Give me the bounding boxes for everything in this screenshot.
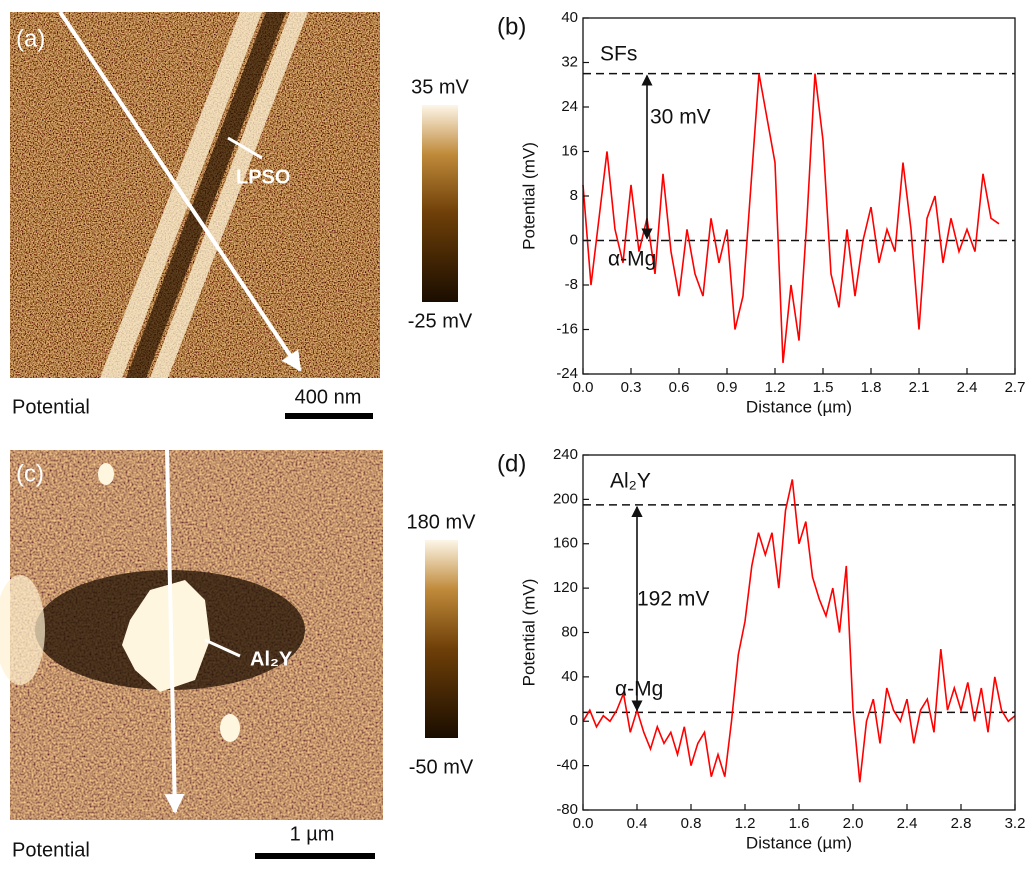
y-tick-label: 40 [561,9,578,26]
scale-bar-label: 1 µm [290,823,335,845]
panel-label: (b) [497,13,526,40]
colorbar-min: -50 mV [409,756,474,778]
x-axis-label: Distance (µm) [746,833,852,852]
x-tick-label: 1.2 [765,379,786,396]
annotation: 30 mV [650,106,711,129]
y-tick-label: 160 [553,535,578,552]
panel-label: (d) [497,450,526,477]
y-tick-label: -24 [556,365,578,382]
y-tick-label: 40 [561,668,578,685]
feature-label: Al₂Y [250,648,293,670]
annotation: SFs [600,43,637,66]
x-tick-label: 2.1 [909,379,930,396]
x-tick-label: 2.4 [957,379,978,396]
x-tick-label: 0.8 [681,815,702,832]
x-tick-label: 2.8 [951,815,972,832]
y-tick-label: -80 [556,801,578,818]
data-line [583,479,1015,782]
image-caption: Potential [12,839,90,861]
x-tick-label: 0.6 [669,379,690,396]
panel-label: (c) [16,460,44,487]
colorbar-min: -25 mV [408,310,473,332]
y-tick-label: 80 [561,623,578,640]
y-tick-label: 0 [570,231,578,248]
y-axis-label: Potential (mV) [519,579,538,687]
x-tick-label: 1.8 [861,379,882,396]
y-axis-label: Potential (mV) [519,142,538,250]
y-tick-label: 200 [553,490,578,507]
y-tick-label: -8 [565,276,578,293]
y-tick-label: -40 [556,757,578,774]
x-tick-label: 3.2 [1005,815,1026,832]
y-tick-label: 8 [570,187,578,204]
plot-frame [583,455,1015,810]
x-axis-label: Distance (µm) [746,397,852,416]
scale-bar [285,413,373,419]
panel-label: (a) [16,25,45,52]
colorbar-max: 180 mV [407,511,477,533]
y-tick-label: 16 [561,142,578,159]
x-tick-label: 1.2 [735,815,756,832]
afm-image-c [0,450,383,820]
x-tick-label: 1.6 [789,815,810,832]
data-line [583,74,999,363]
y-tick-label: -16 [556,320,578,337]
y-tick-label: 240 [553,446,578,463]
x-tick-label: 0.3 [621,379,642,396]
annotation: Al₂Y [610,470,651,493]
colorbar [422,105,458,302]
x-tick-label: 2.0 [843,815,864,832]
feature-label: LPSO [236,166,290,188]
scale-bar [255,853,375,859]
colorbar-max: 35 mV [411,76,469,98]
x-tick-label: 0.4 [627,815,648,832]
x-tick-label: 1.5 [813,379,834,396]
y-tick-label: 120 [553,579,578,596]
afm-image-a [10,12,380,378]
x-tick-label: 0.9 [717,379,738,396]
figure: (a) LPSO 35 mV -25 mV Potential 400 nm (… [0,0,1030,864]
x-tick-label: 2.7 [1005,379,1026,396]
colorbar [425,540,458,738]
annotation: 192 mV [637,588,709,611]
image-caption: Potential [12,396,90,418]
y-tick-label: 32 [561,53,578,70]
scale-bar-label: 400 nm [295,386,362,408]
x-tick-label: 2.4 [897,815,918,832]
y-tick-label: 24 [561,98,578,115]
annotation: α-Mg [608,248,656,271]
annotation: α-Mg [615,678,663,701]
y-tick-label: 0 [570,712,578,729]
